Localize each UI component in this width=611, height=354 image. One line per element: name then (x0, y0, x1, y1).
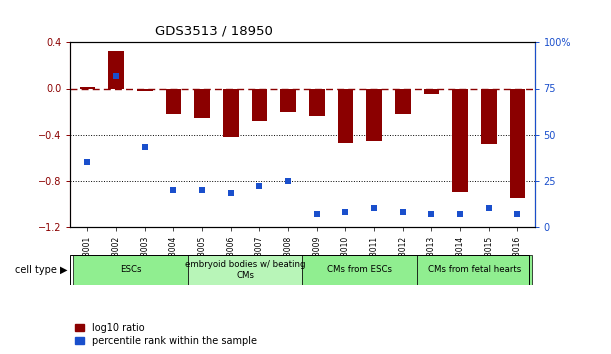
Bar (79, 87, 95, 88)
Text: ESCs: ESCs (120, 266, 141, 274)
Point (111, 73, 121, 79)
FancyBboxPatch shape (73, 255, 188, 285)
Text: CMs from ESCs: CMs from ESCs (327, 266, 392, 274)
Point (255, 183, 265, 189)
Bar (481, 88, 497, 144)
Point (455, 211, 465, 217)
Point (226, 190, 236, 196)
Bar (510, 88, 525, 198)
Point (169, 187, 178, 193)
FancyBboxPatch shape (417, 255, 532, 285)
Bar (194, 88, 210, 118)
Bar (452, 88, 468, 192)
Text: GDS3513 / 18950: GDS3513 / 18950 (155, 25, 273, 38)
Point (82, 159, 92, 165)
Point (140, 144, 150, 150)
Text: cell type ▶: cell type ▶ (15, 265, 67, 275)
Bar (366, 88, 382, 141)
Bar (337, 88, 353, 143)
Bar (423, 88, 439, 94)
Bar (280, 88, 296, 112)
Bar (137, 88, 153, 91)
Point (398, 209, 408, 215)
Point (312, 211, 321, 217)
FancyBboxPatch shape (302, 255, 417, 285)
Text: embryoid bodies w/ beating
CMs: embryoid bodies w/ beating CMs (185, 260, 306, 280)
FancyBboxPatch shape (188, 255, 302, 285)
Point (513, 211, 522, 217)
Bar (108, 51, 124, 88)
Bar (309, 88, 324, 116)
Point (369, 205, 379, 211)
Point (340, 209, 350, 215)
Point (426, 211, 436, 217)
Bar (223, 88, 239, 137)
Bar (166, 88, 181, 114)
Point (484, 205, 494, 211)
Legend: log10 ratio, percentile rank within the sample: log10 ratio, percentile rank within the … (75, 323, 257, 346)
Point (197, 187, 207, 193)
Text: CMs from fetal hearts: CMs from fetal hearts (428, 266, 521, 274)
Point (284, 178, 293, 183)
Bar (395, 88, 411, 114)
Bar (252, 88, 268, 121)
